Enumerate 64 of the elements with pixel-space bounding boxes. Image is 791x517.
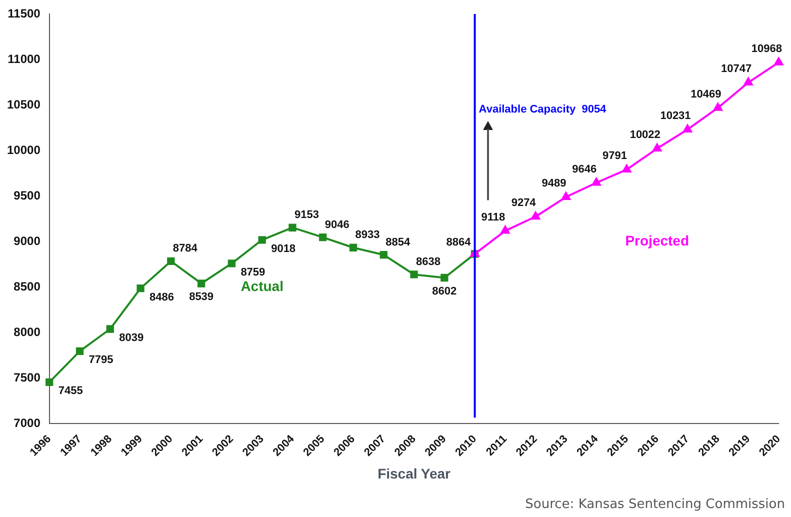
data-label: 10968 <box>751 42 782 55</box>
x-axis-title: Fiscal Year <box>378 465 452 482</box>
point <box>440 274 448 282</box>
data-label: 7455 <box>58 385 83 398</box>
data-label: 9018 <box>271 242 296 255</box>
y-tick-label: 11000 <box>8 52 41 66</box>
point <box>380 250 388 259</box>
point <box>652 144 662 152</box>
data-label: 9274 <box>511 197 537 210</box>
data-label: 8602 <box>432 285 457 298</box>
point <box>531 212 540 220</box>
point <box>683 124 692 132</box>
y-tick-label: 8000 <box>14 324 41 339</box>
point <box>197 280 206 288</box>
point <box>288 224 296 232</box>
data-label: 10022 <box>630 129 660 142</box>
data-label: 8854 <box>386 236 411 248</box>
point <box>258 236 266 244</box>
text: Projected <box>625 232 690 248</box>
ref-line-label: Available Capacity 9054 <box>478 104 608 116</box>
y-tick-label: 10500 <box>6 97 41 112</box>
data-label: 10231 <box>660 110 691 122</box>
point <box>228 260 236 268</box>
y-tick-label: 7000 <box>14 416 41 430</box>
data-label: 8638 <box>416 256 440 268</box>
point <box>136 284 144 292</box>
data-label: 8759 <box>240 266 266 278</box>
point <box>349 244 358 252</box>
data-label: 8039 <box>119 332 144 344</box>
point <box>592 178 601 186</box>
point <box>713 102 722 111</box>
point <box>46 378 54 386</box>
point <box>500 226 510 234</box>
point <box>106 325 114 333</box>
data-label: 9153 <box>294 209 319 222</box>
data-label: 9046 <box>324 218 350 231</box>
data-label: 9489 <box>542 178 566 190</box>
point <box>744 78 753 86</box>
point <box>774 57 784 66</box>
y-tick-label: 8500 <box>14 279 41 294</box>
data-label: 9791 <box>602 150 627 162</box>
series-label: Actual <box>240 278 284 294</box>
y-tick-label: 9500 <box>14 188 41 202</box>
y-tick-label: 11500 <box>8 6 41 20</box>
point <box>167 257 175 266</box>
data-label: 9118 <box>481 211 506 224</box>
data-label: 8864 <box>446 236 472 248</box>
source-note: Source: Kansas Sentencing Commission <box>525 496 785 512</box>
point <box>622 164 632 173</box>
data-label: 9646 <box>572 163 597 176</box>
point <box>319 234 327 242</box>
y-tick-label: 10000 <box>6 142 41 157</box>
data-label: 7795 <box>88 354 114 366</box>
point <box>76 347 84 356</box>
y-tick-label: 7500 <box>14 370 41 384</box>
data-label: 8784 <box>172 242 198 255</box>
data-label: 8486 <box>150 291 174 304</box>
data-label: 8933 <box>355 229 380 242</box>
data-label: 8539 <box>189 291 214 304</box>
point <box>561 192 570 200</box>
data-label: 10747 <box>720 63 752 76</box>
y-tick-label: 9000 <box>14 234 41 248</box>
point <box>410 270 418 278</box>
data-label: 10469 <box>690 88 722 100</box>
